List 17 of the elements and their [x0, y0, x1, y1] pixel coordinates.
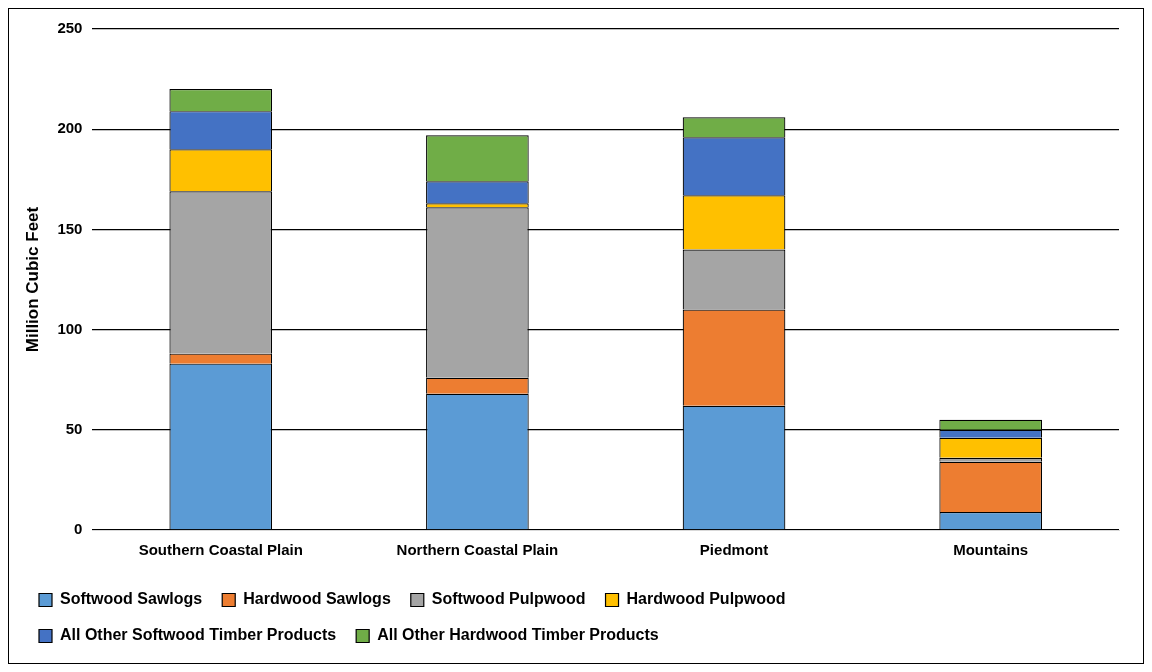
y-axis-title: Million Cubic Feet	[22, 206, 42, 353]
x-tick-label: Southern Coastal Plain	[138, 541, 303, 559]
legend-label: Softwood Pulpwood	[431, 590, 586, 608]
legend-label: All Other Softwood Timber Products	[60, 626, 337, 644]
y-tick-label: 100	[57, 319, 83, 337]
y-tick-label: 0	[74, 520, 83, 538]
x-tick-label: Mountains	[953, 541, 1029, 559]
legend-label: Hardwood Sawlogs	[243, 590, 391, 608]
y-tick-label: 250	[57, 19, 83, 37]
y-tick-label: 50	[65, 419, 83, 437]
legend-label: Softwood Sawlogs	[60, 590, 203, 608]
y-tick-label: 200	[57, 119, 83, 137]
x-tick-label: Piedmont	[699, 541, 769, 559]
legend-label: Hardwood Pulpwood	[626, 590, 786, 608]
y-tick-label: 150	[57, 219, 83, 237]
legend-label: All Other Hardwood Timber Products	[377, 626, 659, 644]
x-tick-label: Northern Coastal Plain	[396, 541, 559, 559]
